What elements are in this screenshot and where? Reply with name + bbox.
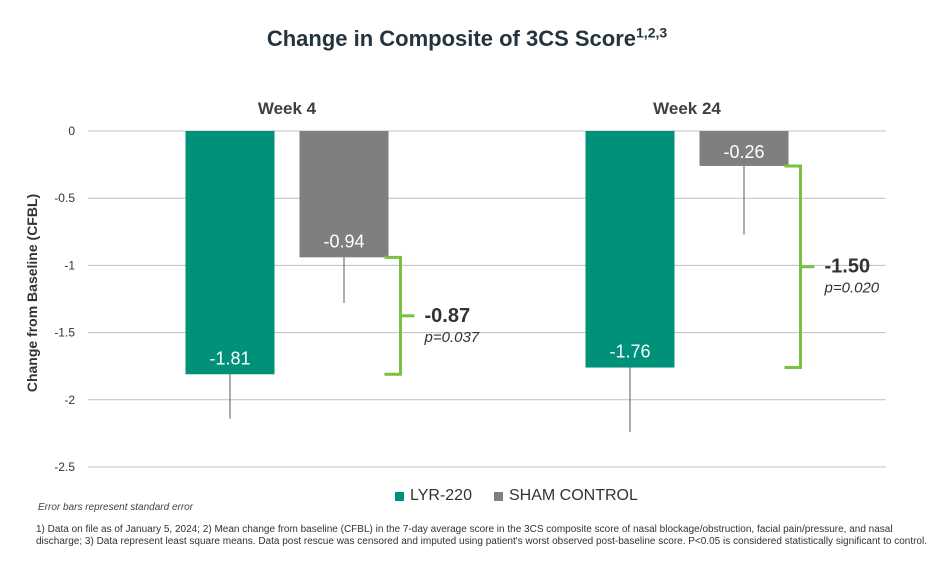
y-tick-label: -2: [64, 393, 75, 407]
y-tick-label: -1: [64, 258, 75, 272]
bar: [185, 131, 275, 375]
difference-value: -0.87: [425, 305, 471, 327]
significance-bracket: [384, 255, 402, 376]
footnote: 1) Data on file as of January 5, 2024; 2…: [36, 524, 927, 547]
bar-value-label: -1.81: [209, 348, 250, 368]
chart-legend: LYR-220 SHAM CONTROL: [395, 487, 638, 505]
bar-value-label: -1.76: [609, 342, 650, 362]
legend-item-sham: SHAM CONTROL: [493, 487, 638, 505]
legend-label-sham: SHAM CONTROL: [508, 487, 638, 504]
category-label: Week 4: [258, 99, 317, 118]
bar: [299, 131, 389, 258]
y-axis-label: Change from Baseline (CFBL): [24, 194, 40, 392]
legend-swatch-sham: [493, 491, 503, 501]
y-tick-label: -0.5: [54, 191, 75, 205]
chart-title: Change in Composite of 3CS Score1,2,3: [0, 26, 934, 52]
significance-bracket: [784, 164, 802, 370]
bar: [585, 131, 675, 368]
y-tick-label: 0: [68, 124, 75, 138]
y-tick-label: -1.5: [54, 326, 75, 340]
p-value: p=0.037: [424, 329, 480, 346]
bar-value-label: -0.26: [723, 142, 764, 162]
chart-title-text: Change in Composite of 3CS Score: [266, 26, 637, 51]
difference-value: -1.50: [825, 256, 871, 278]
error-bar-note: Error bars represent standard error: [38, 502, 194, 513]
title-superscript: 1,2,3: [636, 24, 668, 41]
legend-item-lyr220: LYR-220: [395, 487, 472, 505]
bar-value-label: -0.94: [323, 231, 364, 251]
legend-label-lyr220: LYR-220: [410, 487, 472, 504]
bar: [699, 131, 789, 166]
p-value: p=0.020: [824, 280, 880, 297]
legend-swatch-lyr220: [395, 491, 404, 501]
category-label: Week 24: [653, 99, 721, 118]
y-tick-label: -2.5: [54, 460, 75, 474]
